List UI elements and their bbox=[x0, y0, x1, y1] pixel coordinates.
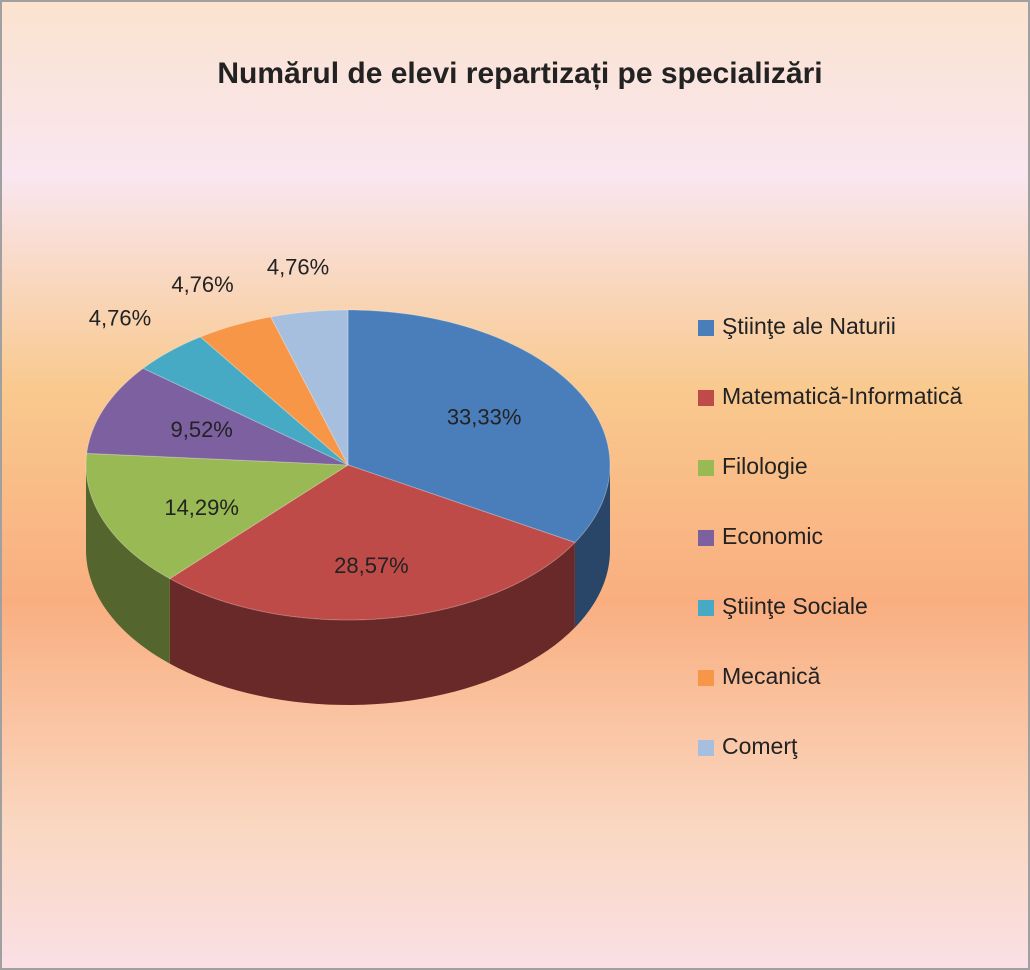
legend-swatch bbox=[698, 460, 714, 476]
data-label: 14,29% bbox=[164, 495, 239, 520]
slice-side bbox=[86, 465, 170, 664]
slice-side bbox=[574, 465, 610, 628]
legend-label: Comerţ bbox=[722, 733, 798, 759]
legend-label: Economic bbox=[722, 523, 823, 549]
legend-swatch bbox=[698, 670, 714, 686]
pie-slice bbox=[347, 309, 611, 544]
data-label: 28,57% bbox=[334, 553, 409, 578]
legend-swatch bbox=[698, 600, 714, 616]
pie-slice bbox=[142, 336, 349, 466]
pie-slice bbox=[199, 316, 349, 466]
data-label: 4,76% bbox=[89, 305, 151, 330]
legend-swatch bbox=[698, 320, 714, 336]
pie-slice bbox=[86, 367, 349, 466]
data-label: 4,76% bbox=[171, 272, 233, 297]
legend-swatch bbox=[698, 390, 714, 406]
chart-title: Numărul de elevi repartizați pe speciali… bbox=[217, 57, 822, 90]
pie-slice bbox=[168, 464, 576, 621]
data-label: 4,76% bbox=[267, 255, 329, 280]
legend-label: Mecanică bbox=[722, 663, 821, 689]
legend-swatch bbox=[698, 740, 714, 756]
legend-swatch bbox=[698, 530, 714, 546]
data-label: 33,33% bbox=[447, 404, 522, 429]
pie-slice bbox=[270, 309, 349, 466]
pie-slice bbox=[85, 452, 350, 580]
legend-label: Matematică-Informatică bbox=[722, 383, 963, 409]
data-label: 9,52% bbox=[170, 417, 232, 442]
legend-label: Filologie bbox=[722, 453, 808, 479]
slice-side bbox=[169, 542, 575, 705]
legend-label: Ştiinţe ale Naturii bbox=[722, 313, 896, 339]
legend-label: Ştiinţe Sociale bbox=[722, 593, 868, 619]
